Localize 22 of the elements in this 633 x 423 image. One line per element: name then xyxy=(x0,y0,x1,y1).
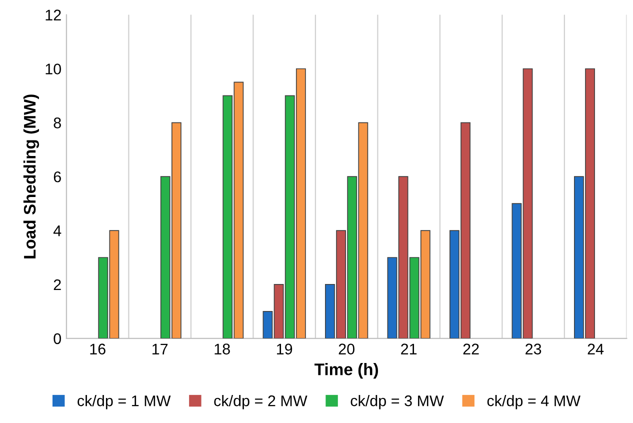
y-axis-title: Load Shedding (MW) xyxy=(23,94,40,258)
x-tick-label: 23 xyxy=(526,344,542,354)
legend-label: ck/dp = 4 MW xyxy=(487,395,580,410)
y-tick-label: 8 xyxy=(54,118,61,128)
y-tick-label: 6 xyxy=(54,171,61,182)
x-tick-label: 17 xyxy=(152,344,168,354)
y-tick-label: 10 xyxy=(46,64,62,74)
x-tick-label: 22 xyxy=(463,344,479,354)
x-tick-label: 20 xyxy=(338,344,354,354)
x-tick-label: 24 xyxy=(588,344,604,354)
x-tick-label: 19 xyxy=(276,344,292,354)
y-tick-label: 2 xyxy=(54,279,61,290)
legend-label: ck/dp = 3 MW xyxy=(350,395,444,410)
y-tick-label: 0 xyxy=(54,333,62,344)
x-tick-label: 18 xyxy=(214,344,230,354)
x-axis-title: Time (h) xyxy=(314,363,378,379)
y-tick-label: 12 xyxy=(46,10,61,20)
x-tick-label: 16 xyxy=(90,344,106,354)
legend-label: ck/dp = 1 MW xyxy=(78,395,171,410)
legend-label: ck/dp = 2 MW xyxy=(214,395,308,410)
x-tick-label: 21 xyxy=(401,344,417,354)
y-tick-label: 4 xyxy=(53,226,62,236)
